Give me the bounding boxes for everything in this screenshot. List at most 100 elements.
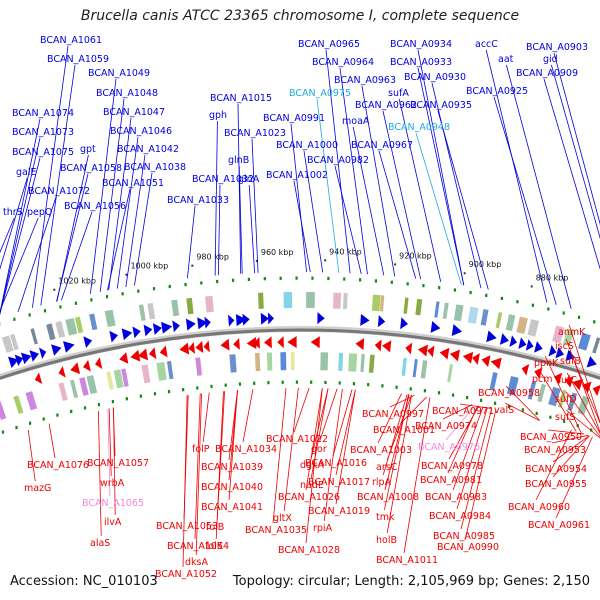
gene-label-bcan-a1058[interactable]: BCAN_A1058	[60, 163, 122, 174]
gene-label-bcan-a1040[interactable]: BCAN_A1040	[201, 482, 263, 493]
gene-label-pepq[interactable]: pepQ	[27, 207, 52, 218]
gene-label-tmk[interactable]: tmk	[376, 512, 395, 523]
gene-label-bcan-a0954[interactable]: BCAN_A0954	[525, 464, 587, 475]
gene-label-bcan-a0909[interactable]: BCAN_A0909	[516, 68, 578, 79]
gene-label-bcan-a0963[interactable]: BCAN_A0963	[334, 75, 396, 86]
gene-label-gale[interactable]: galE	[16, 167, 37, 178]
gene-label-sufs[interactable]: sufS	[555, 412, 575, 423]
gene-label-gltx[interactable]: gltX	[273, 513, 292, 524]
gene-label-ilva[interactable]: ilvA	[104, 517, 122, 528]
gene-label-wrba[interactable]: wrbA	[100, 478, 125, 489]
gene-label-bcan-a1072[interactable]: BCAN_A1072	[28, 186, 90, 197]
gene-label-folb[interactable]: folB	[206, 522, 224, 533]
gene-label-bcan-a1019[interactable]: BCAN_A1019	[308, 506, 370, 517]
gene-label-bcan-a0962[interactable]: BCAN_A0962	[355, 100, 417, 111]
gene-label-alas[interactable]: alaS	[90, 538, 110, 549]
gene-label-gor[interactable]: gor	[311, 444, 327, 455]
gene-label-bcan-a0976[interactable]: BCAN_A0976	[418, 442, 480, 453]
gene-label-bcan-a1054[interactable]: BCAN_A1054	[167, 541, 229, 552]
gene-label-bcan-a1028[interactable]: BCAN_A1028	[278, 545, 340, 556]
gene-label-dksa[interactable]: dksA	[185, 557, 208, 568]
gene-label-ppnk[interactable]: ppnK	[534, 358, 559, 369]
gene-label-bcan-a0975[interactable]: BCAN_A0975	[289, 88, 351, 99]
gene-label-bcan-a0953[interactable]: BCAN_A0953	[524, 445, 586, 456]
gene-label-bcan-a0983[interactable]: BCAN_A0983	[425, 492, 487, 503]
gene-label-holb[interactable]: holB	[376, 535, 397, 546]
gene-label-bcan-a0925[interactable]: BCAN_A0925	[466, 86, 528, 97]
gene-label-bcan-a1046[interactable]: BCAN_A1046	[110, 126, 172, 137]
gene-label-sufd[interactable]: sufD	[555, 394, 577, 405]
gene-label-mazg[interactable]: mazG	[24, 483, 51, 494]
gene-label-bcan-a0981[interactable]: BCAN_A0981	[420, 475, 482, 486]
gene-label-bcan-a0935[interactable]: BCAN_A0935	[410, 100, 472, 111]
gene-label-bcan-a0997[interactable]: BCAN_A0997	[362, 409, 424, 420]
gene-label-sufa[interactable]: sufA	[388, 88, 409, 99]
gene-label-dgka[interactable]: dgkA	[300, 460, 325, 471]
gene-label-bcan-a1075[interactable]: BCAN_A1075	[12, 147, 74, 158]
gene-label-bcan-a0967[interactable]: BCAN_A0967	[351, 140, 413, 151]
gene-label-bcan-a0950[interactable]: BCAN_A0950	[520, 432, 582, 443]
gene-label-bcan-a1056[interactable]: BCAN_A1056	[64, 201, 126, 212]
gene-label-bcan-a0960[interactable]: BCAN_A0960	[508, 502, 570, 513]
gene-label-bcan-a0990[interactable]: BCAN_A0990	[437, 542, 499, 553]
gene-label-bcan-a1073[interactable]: BCAN_A1073	[12, 127, 74, 138]
gene-label-pcm[interactable]: pcm	[532, 374, 553, 385]
gene-label-bcan-a1011[interactable]: BCAN_A1011	[376, 555, 438, 566]
gene-label-bcan-a1041[interactable]: BCAN_A1041	[201, 502, 263, 513]
gene-label-accc[interactable]: accC	[475, 39, 498, 50]
gene-label-bcan-a1048[interactable]: BCAN_A1048	[96, 88, 158, 99]
gene-label-bcan-a0984[interactable]: BCAN_A0984	[429, 511, 491, 522]
gene-label-bcan-a1000[interactable]: BCAN_A1000	[276, 140, 338, 151]
gene-label-bcan-a0982[interactable]: BCAN_A0982	[307, 155, 369, 166]
gene-label-bcan-a0933[interactable]: BCAN_A0933	[390, 57, 452, 68]
gene-label-bcan-a1038[interactable]: BCAN_A1038	[124, 162, 186, 173]
gene-label-bcan-a0934[interactable]: BCAN_A0934	[390, 39, 452, 50]
gene-label-sufc[interactable]: sufC	[556, 375, 577, 386]
gene-label-bcan-a0958[interactable]: BCAN_A0958	[478, 388, 540, 399]
gene-label-bcan-a1061[interactable]: BCAN_A1061	[40, 35, 102, 46]
gene-label-gpt[interactable]: gpt	[80, 144, 96, 155]
gene-label-gph[interactable]: gph	[209, 110, 227, 121]
gene-label-bcan-a1032[interactable]: BCAN_A1032	[192, 174, 254, 185]
gene-label-bcan-a1042[interactable]: BCAN_A1042	[117, 144, 179, 155]
gene-label-bcan-a0903[interactable]: BCAN_A0903	[526, 42, 588, 53]
gene-label-bcan-a1002[interactable]: BCAN_A1002	[266, 170, 328, 181]
gene-label-bcan-a1017[interactable]: BCAN_A1017	[308, 477, 370, 488]
gene-label-bcan-a0961[interactable]: BCAN_A0961	[528, 520, 590, 531]
gene-labels[interactable]: BCAN_A1061 BCAN_A1059 BCAN_A1049 BCAN_A1048…	[3, 35, 590, 580]
gene-label-bcan-a1035[interactable]: BCAN_A1035	[245, 525, 307, 536]
gene-label-bcan-a1049[interactable]: BCAN_A1049	[88, 68, 150, 79]
gene-label-bcan-a0971[interactable]: BCAN_A0971	[432, 406, 494, 417]
gene-label-bcan-a1001[interactable]: BCAN_A1001	[373, 425, 435, 436]
gene-label-aat[interactable]: aat	[498, 54, 514, 65]
gene-label-bcan-a1047[interactable]: BCAN_A1047	[103, 107, 165, 118]
gene-label-bcan-a1076[interactable]: BCAN_A1076	[27, 460, 89, 471]
gene-label-rpia[interactable]: rpiA	[313, 523, 333, 534]
gene-label-folk[interactable]: folK	[205, 541, 224, 552]
gene-label-bcan-a1057[interactable]: BCAN_A1057	[87, 458, 149, 469]
gene-label-anmk[interactable]: anmK	[558, 327, 586, 338]
gene-label-arsc[interactable]: arsC	[376, 462, 398, 473]
gene-label-bcan-a1016[interactable]: BCAN_A1016	[305, 458, 367, 469]
gene-label-bcan-a1008[interactable]: BCAN_A1008	[357, 492, 419, 503]
gene-label-bcan-a0955[interactable]: BCAN_A0955	[525, 479, 587, 490]
gene-label-bcan-a0974[interactable]: BCAN_A0974	[415, 421, 477, 432]
gene-label-bcan-a1023[interactable]: BCAN_A1023	[224, 128, 286, 139]
gene-label-rlpa[interactable]: rlpA	[372, 477, 392, 488]
gene-label-bcan-a0978[interactable]: BCAN_A0978	[421, 461, 483, 472]
gene-label-bcan-a1026[interactable]: BCAN_A1026	[278, 492, 340, 503]
gene-label-bcan-a1015[interactable]: BCAN_A1015	[210, 93, 272, 104]
gene-label-bcan-a0965[interactable]: BCAN_A0965	[298, 39, 360, 50]
gene-label-bcan-a1022[interactable]: BCAN_A1022	[266, 434, 328, 445]
gene-label-bcan-a1065[interactable]: BCAN_A1065	[82, 498, 144, 509]
gene-label-glnb[interactable]: glnB	[228, 155, 249, 166]
gene-label-bcan-a1053[interactable]: BCAN_A1053	[156, 521, 218, 532]
gene-label-bcan-a1052[interactable]: BCAN_A1052	[155, 569, 217, 580]
gene-label-nade[interactable]: nadE	[300, 480, 324, 491]
gene-label-thrs[interactable]: thrS	[3, 207, 23, 218]
gene-label-bcan-a1039[interactable]: BCAN_A1039	[201, 462, 263, 473]
gene-label-sufb[interactable]: sufB	[560, 356, 581, 367]
gene-label-iscs[interactable]: iscS	[555, 341, 574, 352]
gene-label-bcan-a1051[interactable]: BCAN_A1051	[102, 178, 164, 189]
gene-label-bcan-a0985[interactable]: BCAN_A0985	[433, 531, 495, 542]
